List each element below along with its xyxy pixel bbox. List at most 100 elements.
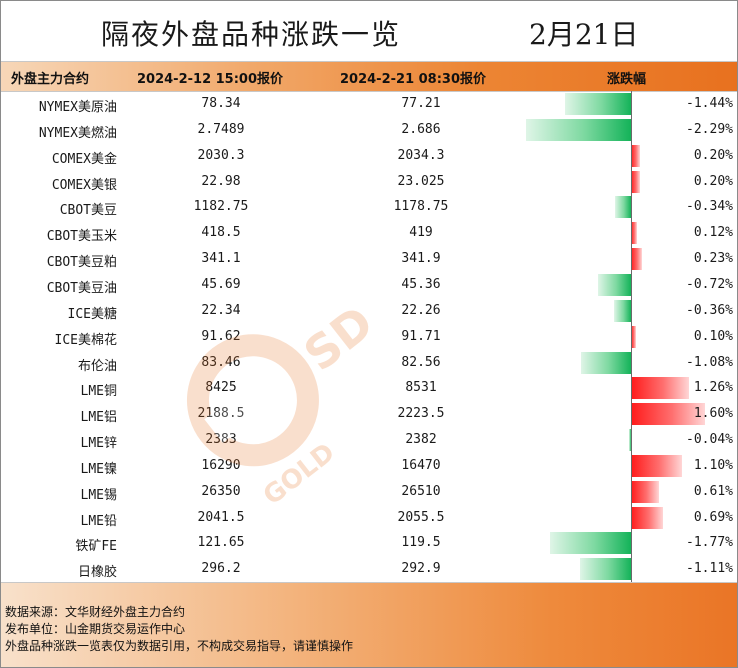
price-after: 26510 [401, 483, 441, 499]
change-bar-positive [631, 480, 660, 503]
contract-name: LME铝 [80, 410, 117, 426]
contract-name: NYMEX美燃油 [38, 125, 117, 141]
change-bar-negative [597, 273, 631, 296]
contract-name: LME铅 [80, 513, 117, 529]
price-after: 8531 [405, 380, 437, 396]
price-after: 419 [409, 225, 433, 241]
change-value: 0.61% [693, 483, 733, 499]
change-value: -0.34% [686, 199, 733, 215]
table-row: COMEX美金 2030.3 2034.3 0.20% [1, 143, 737, 169]
change-bar-positive [631, 403, 705, 426]
table-row: LME铜 8425 8531 1.26% [1, 375, 737, 401]
price-after: 2055.5 [397, 509, 445, 525]
change-value: 0.20% [693, 147, 733, 163]
change-bar-negative [579, 558, 631, 581]
price-after: 119.5 [401, 535, 441, 551]
change-value: -1.77% [686, 535, 733, 551]
change-bar-negative [629, 429, 631, 452]
change-bar-positive [631, 454, 682, 477]
change-bar-negative [525, 118, 631, 141]
change-bar-negative [615, 196, 631, 219]
contract-name: CBOT美豆油 [46, 280, 117, 296]
table-row: 日橡胶 296.2 292.9 -1.11% [1, 556, 737, 582]
change-value: 0.23% [693, 251, 733, 267]
price-before: 78.34 [201, 96, 241, 111]
price-after: 77.21 [401, 96, 441, 111]
zero-axis [631, 91, 632, 582]
price-before: 1182.75 [193, 199, 249, 215]
price-before: 2383 [205, 432, 237, 448]
change-value: 1.60% [693, 406, 733, 422]
price-after: 2.686 [401, 121, 441, 137]
contract-name: COMEX美银 [51, 177, 117, 193]
table-row: CBOT美豆 1182.75 1178.75 -0.34% [1, 194, 737, 220]
price-before: 121.65 [197, 535, 245, 551]
price-after: 2382 [405, 432, 437, 448]
table-row: 铁矿FE 121.65 119.5 -1.77% [1, 530, 737, 556]
price-before: 2041.5 [197, 509, 245, 525]
table-row: LME镍 16290 16470 1.10% [1, 453, 737, 479]
price-after: 82.56 [401, 354, 441, 370]
change-bar-positive [631, 377, 689, 400]
header-price-before: 2024-2-12 15:00报价 [137, 72, 284, 87]
table-row: NYMEX美原油 78.34 77.21 -1.44% [1, 91, 737, 117]
change-value: 0.20% [693, 173, 733, 189]
price-before: 26350 [201, 483, 241, 499]
change-value: 0.10% [693, 328, 733, 344]
table-row: 布伦油 83.46 82.56 -1.08% [1, 350, 737, 376]
contract-name: 铁矿FE [75, 539, 117, 555]
price-before: 2.7489 [197, 121, 245, 137]
contract-name: 布伦油 [77, 358, 117, 374]
change-bar-positive [631, 506, 663, 529]
table-row: CBOT美豆油 45.69 45.36 -0.72% [1, 272, 737, 298]
contract-name: ICE美糖 [67, 306, 117, 322]
table-body: NYMEX美原油 78.34 77.21 -1.44% NYMEX美燃油 2.7489 2.… [1, 91, 737, 582]
change-bar-positive [631, 222, 637, 245]
price-before: 2188.5 [197, 406, 245, 422]
change-value: -1.08% [686, 354, 733, 370]
contract-name: ICE美棉花 [54, 332, 117, 348]
contract-name: LME镍 [80, 461, 117, 477]
contract-name: LME锌 [80, 436, 117, 452]
price-after: 341.9 [401, 251, 441, 267]
price-after: 2223.5 [397, 406, 445, 422]
report-date: 2月21日 [529, 18, 639, 51]
footer-notes: 数据来源：文华财经外盘主力合约 发布单位：山金期货交易运作中心 外盘品种涨跌一览… [1, 582, 737, 667]
contract-name: 日橡胶 [77, 565, 117, 581]
contract-name: LME铜 [80, 384, 117, 400]
footer-publisher: 发布单位：山金期货交易运作中心 [5, 622, 186, 636]
change-bar-negative [581, 351, 631, 374]
price-after: 2034.3 [397, 147, 445, 163]
table-row: CBOT美豆粕 341.1 341.9 0.23% [1, 246, 737, 272]
contract-name: LME锡 [80, 487, 117, 503]
header-price-after: 2024-2-21 08:30报价 [340, 72, 487, 87]
change-bar-negative [549, 532, 631, 555]
header-change: 涨跌幅 [607, 72, 647, 87]
title-bar: 隔夜外盘品种涨跌一览 2月21日 [1, 1, 737, 61]
table-row: NYMEX美燃油 2.7489 2.686 -2.29% [1, 117, 737, 143]
change-value: 0.12% [693, 225, 733, 241]
change-bar-positive [631, 170, 641, 193]
price-after: 1178.75 [393, 199, 449, 215]
price-after: 292.9 [401, 561, 441, 577]
change-value: -1.11% [686, 561, 733, 577]
change-value: 1.10% [693, 457, 733, 473]
change-bar-positive [631, 144, 641, 167]
price-before: 22.98 [201, 173, 241, 189]
change-bar-positive [631, 325, 636, 348]
contract-name: NYMEX美原油 [38, 100, 117, 115]
change-value: 0.69% [693, 509, 733, 525]
table-row: LME锡 26350 26510 0.61% [1, 479, 737, 505]
price-before: 22.34 [201, 302, 241, 318]
contract-name: CBOT美豆 [59, 203, 117, 219]
change-value: -0.04% [686, 432, 733, 448]
price-before: 418.5 [201, 225, 241, 241]
price-before: 91.62 [201, 328, 241, 344]
table-row: COMEX美银 22.98 23.025 0.20% [1, 169, 737, 195]
price-after: 45.36 [401, 276, 441, 292]
change-value: -2.29% [686, 121, 733, 137]
price-before: 45.69 [201, 276, 241, 292]
price-before: 341.1 [201, 251, 241, 267]
header-contract: 外盘主力合约 [11, 72, 90, 87]
